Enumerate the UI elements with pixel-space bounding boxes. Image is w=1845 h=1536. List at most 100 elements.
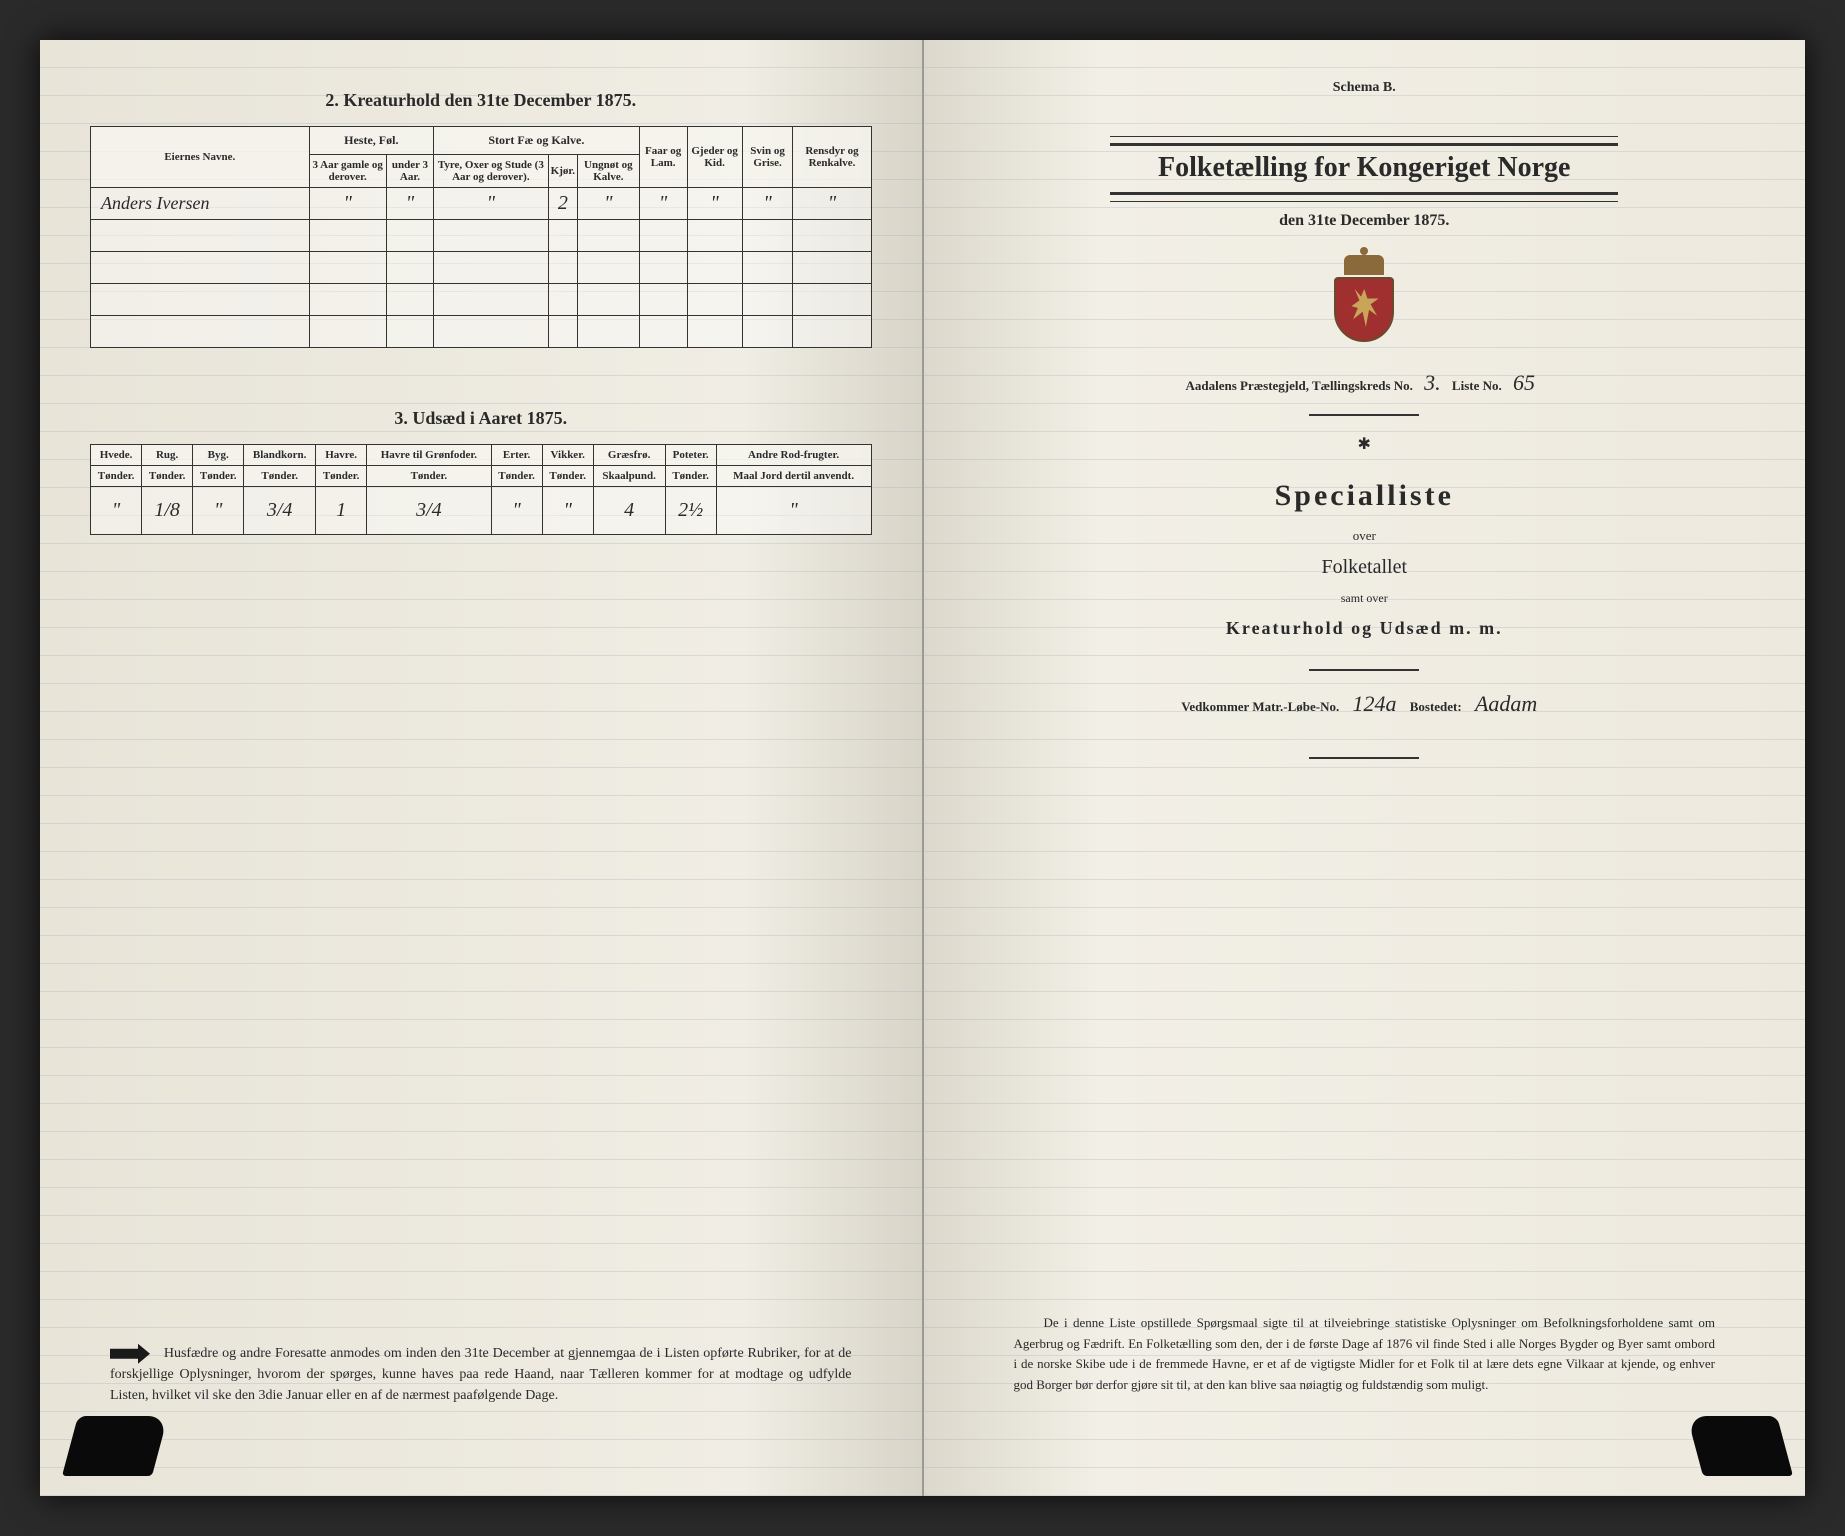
liste-label: Liste No. [1452,378,1502,393]
specialliste-title: Specialliste [974,479,1756,513]
book-spread: 2. Kreaturhold den 31te December 1875. E… [40,40,1805,1496]
date-subtitle: den 31te December 1875. [974,212,1756,230]
cell-value: 3/4 [244,487,316,535]
coat-of-arms-icon [1329,255,1399,345]
parish-line: Aadalens Præstegjeld, Tællingskreds No. … [974,370,1756,396]
folketallet-title: Folketallet [974,556,1756,579]
udsaed-unit-row: Tønder. Tønder. Tønder. Tønder. Tønder. … [91,466,872,487]
footer-text: Husfædre og andre Foresatte anmodes om i… [110,1346,852,1403]
divider [1309,669,1419,671]
bosted-value: Aadam [1465,691,1547,716]
page-corner-tab [62,1416,168,1476]
table-row-empty [91,284,872,316]
cell-value: 1 [316,487,367,535]
schema-label: Schema B. [974,80,1756,96]
unit: Tønder. [142,466,193,487]
unit: Tønder. [316,466,367,487]
table-udsaed: Hvede. Rug. Byg. Blandkorn. Havre. Havre… [90,444,872,535]
col-blandkorn: Blandkorn. [244,445,316,466]
col-poteter: Poteter. [665,445,716,466]
over-label: over [974,528,1756,544]
col-ren: Rensdyr og Renkalve. [793,127,871,188]
section3-title: 3. Udsæd i Aaret 1875. [90,408,872,429]
right-footer-text: De i denne Liste opstillede Spørgsmaal s… [1014,1313,1716,1396]
unit: Tønder. [91,466,142,487]
col-tyre: Tyre, Oxer og Stude (3 Aar og derover). [434,155,549,188]
table-row-empty [91,316,872,348]
unit: Maal Jord dertil anvendt. [716,466,871,487]
cell-value: " [542,487,593,535]
kreds-no-value: 3. [1416,370,1449,395]
col-ungnot: Ungnøt og Kalve. [577,155,639,188]
colgroup-heste: Heste, Føl. [309,127,434,155]
divider [1110,201,1618,202]
cell-value: " [742,188,793,220]
divider [1110,136,1618,137]
table-row: " 1/8 " 3/4 1 3/4 " " 4 2½ " [91,487,872,535]
col-havre: Havre. [316,445,367,466]
col-heste-under3: under 3 Aar. [386,155,433,188]
col-havre-gron: Havre til Grønfoder. [367,445,491,466]
cell-value: " [309,188,386,220]
table-row-empty [91,252,872,284]
liste-no-value: 65 [1505,370,1543,395]
page-corner-tab [1687,1416,1793,1476]
cell-value: " [716,487,871,535]
unit: Skaalpund. [593,466,665,487]
col-andre-rod: Andre Rod-frugter. [716,445,871,466]
cell-value: " [639,188,687,220]
section2-title: 2. Kreaturhold den 31te December 1875. [90,90,872,111]
col-eiernes-navne: Eiernes Navne. [91,127,310,188]
cell-value: 2½ [665,487,716,535]
cell-value: " [193,487,244,535]
col-heste-3aar: 3 Aar gamle og derover. [309,155,386,188]
bosted-label: Bostedet: [1410,699,1462,714]
cell-value: " [793,188,871,220]
cell-value: " [491,487,542,535]
col-graesfro: Græsfrø. [593,445,665,466]
parish-label: Aadalens Præstegjeld, Tællingskreds No. [1186,378,1413,393]
unit: Tønder. [367,466,491,487]
col-rug: Rug. [142,445,193,466]
cell-value: " [434,188,549,220]
col-erter: Erter. [491,445,542,466]
cell-value: " [687,188,742,220]
ornament: ✱ [974,434,1756,454]
cell-owner-name: Anders Iversen [91,188,310,220]
unit: Tønder. [665,466,716,487]
right-page: Schema B. Folketælling for Kongeriget No… [924,40,1806,1496]
table-row-empty [91,220,872,252]
colgroup-stort: Stort Fæ og Kalve. [434,127,640,155]
main-title: Folketælling for Kongeriget Norge [974,152,1756,184]
col-gjeder: Gjeder og Kid. [687,127,742,188]
col-hvede: Hvede. [91,445,142,466]
cell-value: 1/8 [142,487,193,535]
cell-value: 4 [593,487,665,535]
left-footer-note: Husfædre og andre Foresatte anmodes om i… [110,1343,852,1406]
vedkommer-line: Vedkommer Matr.-Løbe-No. 124a Bostedet: … [974,691,1756,717]
cell-value: " [577,188,639,220]
udsaed-header-row: Hvede. Rug. Byg. Blandkorn. Havre. Havre… [91,445,872,466]
col-faar: Faar og Lam. [639,127,687,188]
divider [1110,143,1618,146]
cell-value: 2 [548,188,577,220]
unit: Tønder. [491,466,542,487]
unit: Tønder. [542,466,593,487]
col-vikker: Vikker. [542,445,593,466]
col-svin: Svin og Grise. [742,127,793,188]
samt-label: samt over [974,591,1756,606]
col-kjor: Kjør. [548,155,577,188]
matr-label: Vedkommer Matr.-Løbe-No. [1181,699,1339,714]
col-byg: Byg. [193,445,244,466]
unit: Tønder. [244,466,316,487]
matr-no-value: 124a [1342,691,1406,716]
left-page: 2. Kreaturhold den 31te December 1875. E… [40,40,924,1496]
cell-value: 3/4 [367,487,491,535]
unit: Tønder. [193,466,244,487]
cell-value: " [91,487,142,535]
table-row: Anders Iversen " " " 2 " " " " " [91,188,872,220]
table-kreaturhold: Eiernes Navne. Heste, Føl. Stort Fæ og K… [90,126,872,348]
divider [1309,414,1419,416]
pointing-hand-icon [110,1344,150,1364]
divider [1110,192,1618,195]
